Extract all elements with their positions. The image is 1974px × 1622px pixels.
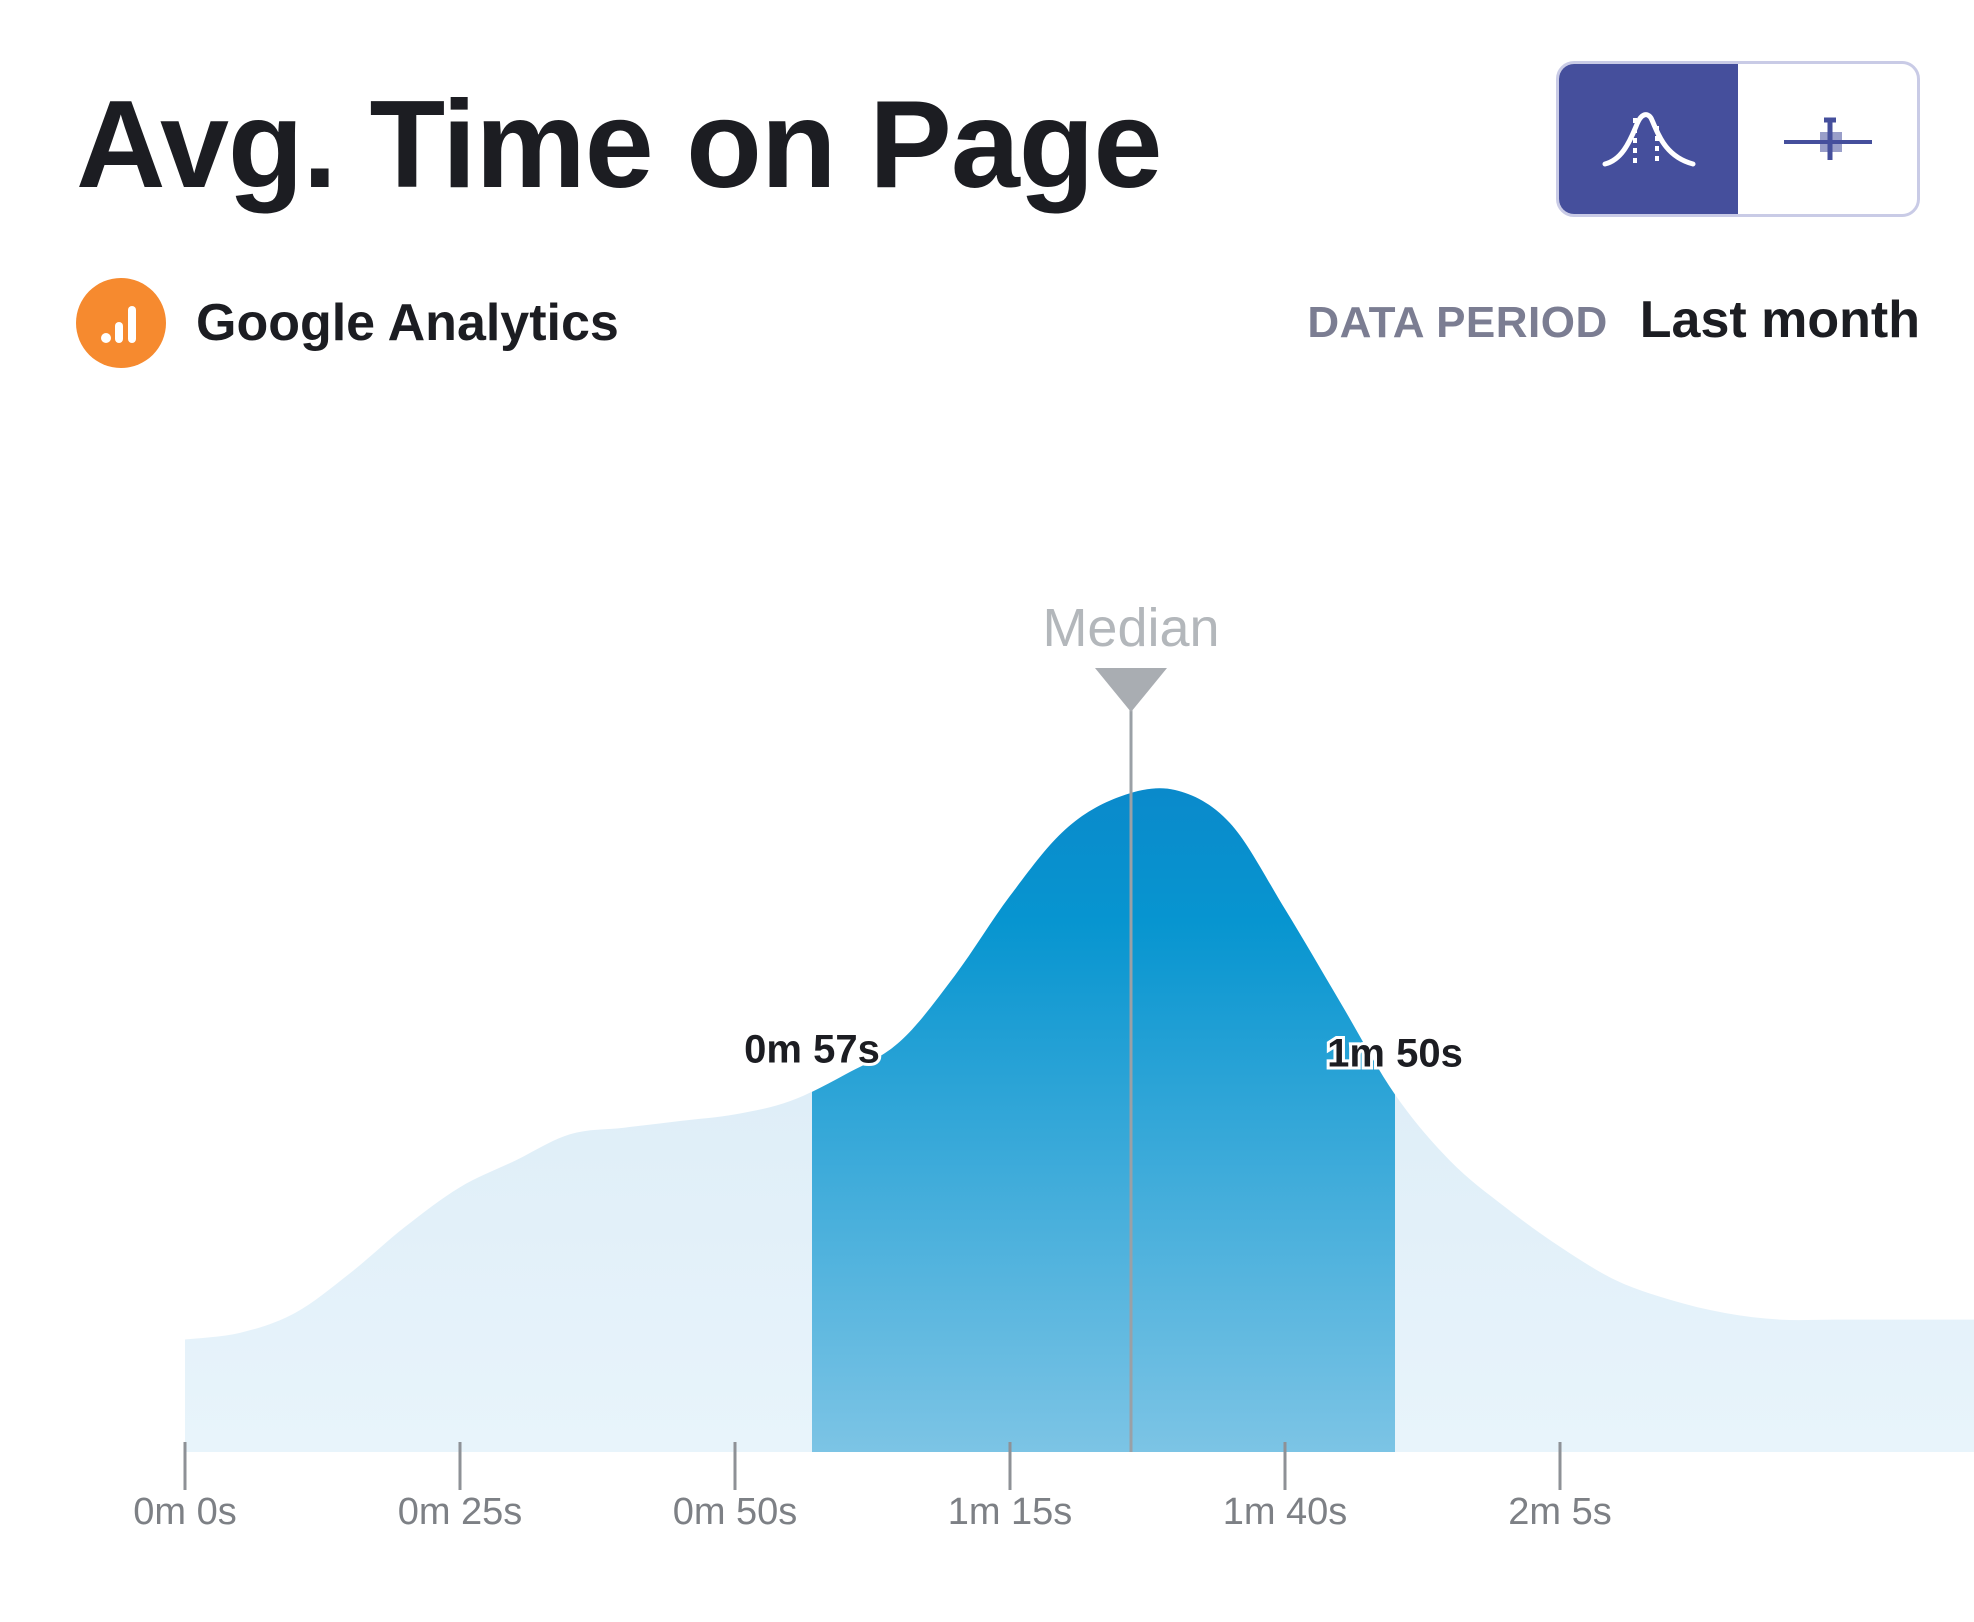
data-source: Google Analytics xyxy=(76,278,619,368)
boxplot-view-button[interactable] xyxy=(1738,64,1917,214)
x-tick-label: 0m 0s xyxy=(133,1491,236,1533)
x-tick-label: 1m 40s xyxy=(1223,1491,1348,1533)
bell-curve-icon xyxy=(1602,112,1695,167)
view-toggle xyxy=(1556,61,1920,217)
range-end-label: 1m 50s xyxy=(1327,1032,1463,1076)
data-period: DATA PERIOD Last month xyxy=(1307,290,1920,350)
source-name: Google Analytics xyxy=(196,294,619,352)
x-tick-label: 1m 15s xyxy=(948,1491,1073,1533)
data-period-label: DATA PERIOD xyxy=(1307,298,1608,347)
distribution-view-button[interactable] xyxy=(1559,64,1738,214)
highlighted-range-area[interactable] xyxy=(185,788,1974,1452)
x-tick-label: 2m 5s xyxy=(1508,1491,1611,1533)
median-label: Median xyxy=(1042,598,1219,658)
x-axis: 0m 0s 0m 25s 0m 50s 1m 15s 1m 40s 2m 5s xyxy=(133,1442,1612,1533)
median-marker xyxy=(1095,668,1167,712)
x-tick-label: 0m 25s xyxy=(398,1491,523,1533)
page-title: Avg. Time on Page xyxy=(76,76,1162,214)
data-period-value[interactable]: Last month xyxy=(1639,291,1920,349)
x-tick-label: 0m 50s xyxy=(673,1491,798,1533)
range-start-label: 0m 57s xyxy=(744,1028,880,1072)
google-analytics-icon xyxy=(76,278,166,368)
box-plot-icon xyxy=(1783,117,1872,160)
